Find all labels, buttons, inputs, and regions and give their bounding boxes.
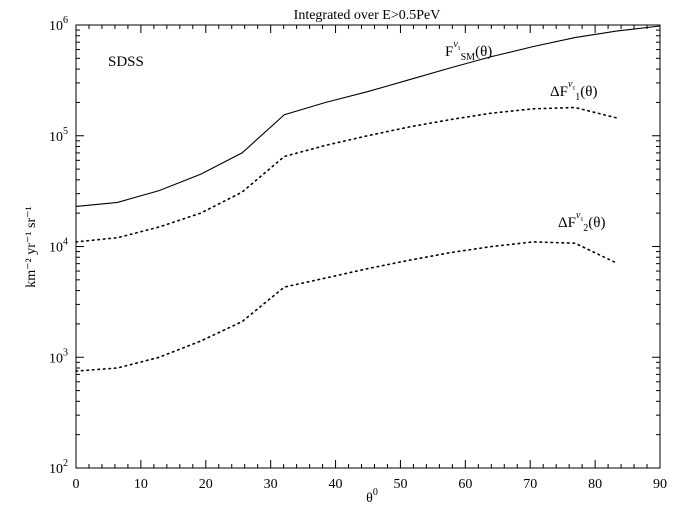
x-tick-label: 30	[264, 477, 278, 492]
x-tick-label: 60	[458, 477, 472, 492]
series-label-3: ΔFντ2(θ)	[558, 210, 605, 234]
y-tick-label: 105	[49, 126, 68, 145]
series-label-2: ΔFντ1(θ)	[550, 79, 597, 103]
y-axis-label: km⁻² yr⁻¹ sr⁻¹	[24, 206, 39, 287]
x-tick-label: 70	[523, 477, 537, 492]
y-tick-label: 103	[49, 347, 68, 366]
series-lines	[75, 25, 661, 372]
x-tick-label: 20	[199, 477, 213, 492]
x-tick-label: 10	[134, 477, 148, 492]
x-tick-label: 50	[393, 477, 407, 492]
series-line-1	[75, 25, 661, 207]
x-tick-label: 90	[653, 477, 667, 492]
series-label-1: FντSM(θ)	[445, 39, 492, 63]
y-tick-label: 106	[49, 15, 68, 34]
x-tick-label: 40	[329, 477, 343, 492]
x-axis-label: θ0	[366, 487, 378, 506]
series-labels: FντSM(θ) ΔFντ1(θ) ΔFντ2(θ)	[445, 39, 605, 234]
y-tick-label: 104	[49, 237, 68, 256]
series-line-2	[75, 106, 618, 243]
x-tick-label: 0	[73, 477, 80, 492]
tick-labels: 0 10 20 30 40 50 60 70 80 90 102 103 104 105 106	[49, 15, 667, 492]
x-tick-label: 80	[588, 477, 602, 492]
series-line-3	[75, 241, 618, 372]
y-tick-label: 102	[49, 458, 68, 477]
annotation-label: SDSS	[108, 54, 144, 70]
chart-title: Integrated over E>0.5PeV	[294, 8, 441, 23]
axes-ticks	[75, 24, 661, 469]
